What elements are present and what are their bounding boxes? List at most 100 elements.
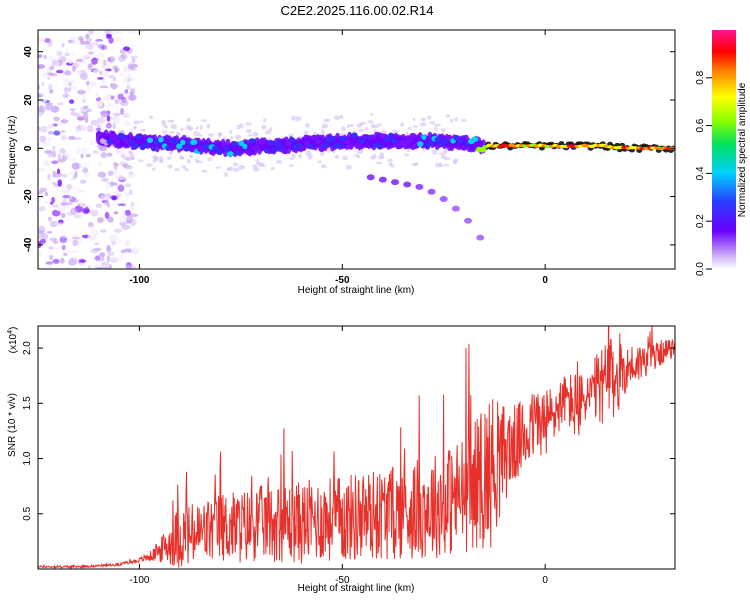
noise-blob bbox=[86, 160, 93, 168]
noise-blob bbox=[53, 247, 59, 251]
noise-blob bbox=[82, 105, 89, 110]
noise-blob bbox=[47, 77, 51, 80]
noise-blob bbox=[125, 262, 132, 269]
noise-blob bbox=[117, 184, 125, 192]
secondary-track-point bbox=[366, 174, 375, 181]
noise-blob bbox=[52, 150, 57, 158]
noise-blob bbox=[88, 53, 96, 57]
noise-blob bbox=[62, 93, 69, 99]
scatter-blob bbox=[140, 128, 146, 132]
scatter-blob bbox=[181, 165, 187, 170]
scatter-blob bbox=[207, 156, 212, 162]
scatter-blob bbox=[223, 171, 229, 178]
noise-blob bbox=[111, 31, 115, 36]
ridge-core bbox=[230, 140, 238, 147]
noise-blob bbox=[114, 228, 123, 233]
noise-blob bbox=[95, 266, 104, 269]
noise-blob bbox=[107, 202, 111, 208]
noise-blob bbox=[70, 207, 77, 215]
noise-blob bbox=[125, 219, 132, 224]
secondary-track-point bbox=[403, 181, 412, 188]
noise-blob bbox=[74, 129, 81, 134]
noise-blob bbox=[87, 125, 94, 133]
noise-blob bbox=[85, 207, 95, 210]
noise-blob bbox=[92, 41, 99, 46]
noise-blob bbox=[49, 89, 54, 94]
noise-blob bbox=[50, 64, 55, 69]
ridge-core bbox=[300, 145, 307, 152]
scatter-blob bbox=[441, 127, 446, 133]
scatter-blob bbox=[195, 160, 203, 164]
noise-blob bbox=[112, 200, 119, 206]
scatter-blob bbox=[179, 128, 184, 131]
noise-blob bbox=[92, 69, 101, 74]
noise-blob bbox=[101, 61, 105, 67]
ridge-core bbox=[285, 141, 292, 147]
noise-blob bbox=[56, 69, 64, 74]
scatter-blob bbox=[364, 126, 368, 131]
scatter-blob bbox=[123, 165, 131, 170]
noise-blob bbox=[70, 257, 78, 261]
noise-blob bbox=[48, 83, 53, 91]
ridge-core bbox=[176, 143, 183, 150]
noise-blob bbox=[110, 180, 114, 188]
noise-blob bbox=[40, 98, 48, 103]
ridge-core bbox=[260, 138, 266, 145]
scatter-blob bbox=[229, 130, 233, 135]
ridge-core bbox=[135, 134, 143, 140]
noise-blob bbox=[60, 130, 66, 134]
noise-blob bbox=[127, 172, 133, 179]
noise-blob bbox=[111, 195, 117, 201]
scatter-blob bbox=[201, 169, 208, 173]
scatter-blob bbox=[288, 164, 295, 167]
noise-blob bbox=[51, 160, 59, 165]
ridge-core bbox=[457, 138, 463, 145]
scatter-blob bbox=[148, 115, 154, 120]
x-tick-label: 0 bbox=[542, 575, 548, 586]
ridge-core bbox=[106, 138, 114, 145]
scatter-blob bbox=[412, 118, 416, 121]
secondary-track-point bbox=[391, 179, 400, 186]
noise-blob bbox=[96, 51, 105, 60]
ridge-core bbox=[165, 145, 172, 151]
ridge-core bbox=[427, 139, 435, 146]
noise-blob bbox=[39, 135, 47, 143]
noise-blob bbox=[47, 173, 51, 181]
scatter-blob bbox=[263, 118, 267, 123]
secondary-track-point bbox=[378, 176, 387, 183]
scatter-blob bbox=[133, 120, 140, 125]
noise-blob bbox=[122, 210, 126, 218]
noise-blob bbox=[58, 221, 64, 228]
noise-blob bbox=[112, 122, 117, 130]
noise-blob bbox=[96, 217, 104, 223]
scatter-blob bbox=[443, 149, 448, 154]
noise-blob bbox=[80, 124, 87, 131]
noise-blob bbox=[43, 159, 51, 167]
scatter-blob bbox=[151, 167, 156, 171]
scatter-blob bbox=[369, 112, 374, 117]
noise-blob bbox=[47, 64, 57, 68]
ridge-core bbox=[355, 142, 361, 149]
noise-blob bbox=[72, 85, 78, 91]
noise-blob bbox=[70, 176, 75, 182]
ridge-core bbox=[150, 145, 157, 152]
scatter-blob bbox=[206, 123, 211, 129]
noise-blob bbox=[68, 135, 76, 141]
secondary-track-point bbox=[415, 183, 424, 190]
ridge-core bbox=[358, 138, 366, 144]
noise-blob bbox=[63, 217, 70, 222]
noise-blob bbox=[122, 46, 131, 52]
noise-blob bbox=[126, 84, 131, 90]
noise-blob bbox=[71, 162, 81, 170]
scatter-blob bbox=[167, 156, 172, 161]
noise-blob bbox=[92, 127, 97, 132]
scatter-blob bbox=[449, 118, 453, 124]
ridge-core bbox=[405, 137, 414, 144]
noise-blob bbox=[38, 225, 46, 234]
noise-blob bbox=[44, 38, 51, 43]
secondary-track-point bbox=[464, 217, 473, 224]
noise-blob bbox=[41, 233, 49, 240]
noise-blob bbox=[67, 58, 73, 64]
scatter-blob bbox=[170, 124, 177, 130]
noise-blob bbox=[68, 155, 72, 162]
